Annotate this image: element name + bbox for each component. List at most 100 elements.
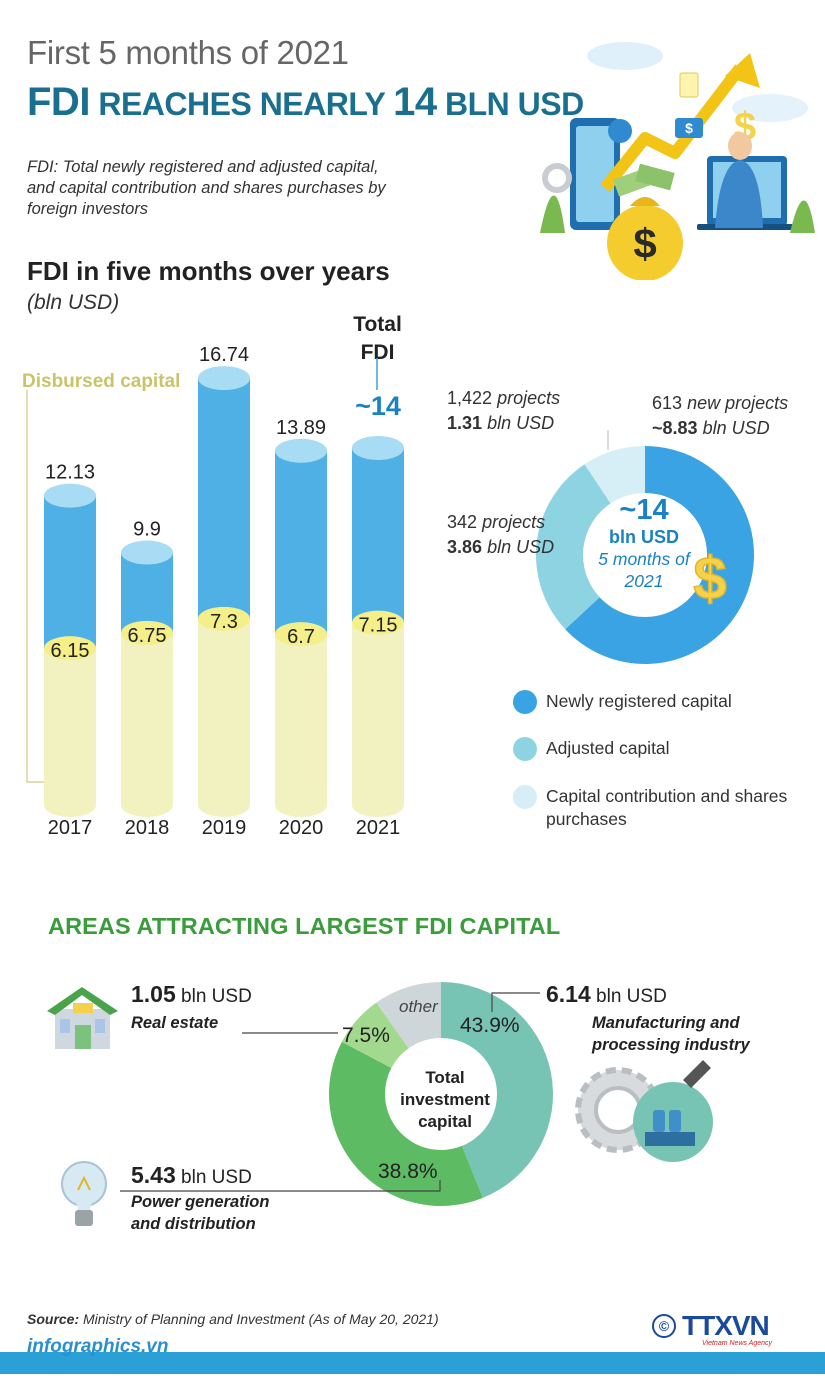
- footer-site-link[interactable]: infographics.vn: [27, 1336, 169, 1357]
- page-subtitle: First 5 months of 2021: [27, 34, 349, 71]
- legend-item-new-capital: Newly registered capital: [513, 690, 804, 716]
- total-fdi-bar-top: [352, 436, 404, 460]
- disbursed-bar: [275, 634, 327, 805]
- adjusted-annotation: 342 projects 3.86 bln USD: [447, 510, 554, 560]
- total-fdi-value-label: 9.9: [133, 519, 161, 541]
- disbursed-bar-top: [275, 622, 327, 647]
- total-fdi-label: Total FDI: [353, 313, 402, 364]
- adjusted-amount: 3.86: [447, 537, 483, 557]
- donut-slice-real-estate: [341, 1002, 409, 1068]
- leader-lines: [120, 992, 540, 1192]
- page-title: FDI REACHES NEARLY 14 BLN USD: [27, 80, 584, 125]
- dollar-coin-icon: $: [693, 544, 728, 609]
- cloud-icon: [587, 42, 663, 70]
- donut-slice-manufacturing: [441, 982, 553, 1198]
- year-tick-label: 2020: [279, 817, 324, 839]
- contribution-unit: bln USD: [487, 413, 555, 433]
- capital-breakdown-donut: [536, 430, 754, 664]
- document-icon: [679, 72, 699, 98]
- contribution-projects: 1,422: [447, 388, 493, 408]
- new-projects-count: 613: [652, 393, 683, 413]
- fdi-definition: FDI: Total newly registered and adjusted…: [27, 158, 386, 218]
- logo-subtext: Vietnam News Agency: [702, 1340, 773, 1347]
- areas-donut: [329, 982, 553, 1206]
- banknote-icon: [635, 163, 675, 191]
- total-fdi-bar-top: [44, 483, 96, 508]
- logo-text: TTXVN: [682, 1310, 770, 1341]
- adjusted-unit: bln USD: [487, 537, 555, 557]
- bar-chart-title: FDI in five months over years: [27, 256, 390, 286]
- disbursed-bar: [121, 632, 173, 805]
- real-estate-pct: 7.5%: [342, 1024, 390, 1047]
- investment-illustration: $ $ $: [540, 42, 815, 280]
- real-estate-unit: bln USD: [181, 986, 252, 1007]
- disbursed-bar: [44, 648, 96, 805]
- ttxvn-logo: © TTXVN Vietnam News Agency: [652, 1310, 792, 1350]
- donut1-center-value: ~14: [619, 494, 669, 526]
- svg-text:$: $: [693, 545, 726, 609]
- donut-slice-other: [376, 982, 441, 1049]
- donut-slice-contribution: [584, 446, 645, 504]
- disbursed-bar-top: [352, 610, 404, 635]
- adjusted-projects: 342: [447, 512, 478, 532]
- bar-group-2021: 7.15 2021: [352, 436, 404, 839]
- disbursed-bracket: [26, 390, 45, 783]
- disbursed-value-label: 6.15: [51, 640, 90, 662]
- bar-group-2019: 7.3 16.74 2019: [198, 344, 250, 839]
- new-capital-unit: bln USD: [702, 418, 770, 438]
- areas-title: AREAS ATTRACTING LARGEST FDI CAPITAL: [48, 913, 561, 939]
- legend-label: Newly registered capital: [546, 691, 732, 711]
- contribution-annotation: 1,422 projects 1.31 bln USD: [447, 386, 560, 436]
- other-label: other: [399, 997, 438, 1016]
- total-fdi-bar-top: [121, 540, 173, 565]
- new-projects-word: new projects: [687, 393, 789, 413]
- footer-bar: [0, 1352, 825, 1374]
- plant-icon: [790, 200, 815, 233]
- disbursed-value-label: 6.75: [128, 625, 167, 647]
- gear-icon: [542, 163, 572, 193]
- bar-chart-unit: (bln USD): [27, 291, 120, 314]
- disbursed-capital-label: Disbursed capital: [22, 371, 181, 392]
- contribution-amount: 1.31: [447, 413, 483, 433]
- person-icon: [728, 132, 752, 160]
- source-label: Source:: [27, 1311, 80, 1327]
- total-fdi-value-label: 13.89: [276, 417, 326, 439]
- manufacturing-pct: 43.9%: [460, 1014, 520, 1037]
- total-fdi-bar-top: [198, 366, 250, 391]
- manufacturing-value: 6.14 bln USD: [546, 981, 667, 1008]
- copyright-icon: ©: [652, 1314, 676, 1338]
- legend-swatch: [513, 785, 537, 809]
- total-fdi-value-label: 16.74: [199, 344, 249, 366]
- manufacturing-amount: 6.14: [546, 981, 591, 1007]
- donut1-center-unit: bln USD: [609, 527, 679, 547]
- power-unit: bln USD: [181, 1167, 252, 1188]
- donut1-center-period: 5 months of 2021: [598, 549, 690, 591]
- title-part-2: BLN USD: [436, 86, 584, 122]
- svg-text:$: $: [633, 220, 656, 267]
- donut-slice-power: [329, 1041, 483, 1206]
- light-bulb-icon: [61, 1161, 107, 1226]
- disbursed-value-label: 7.15: [359, 615, 398, 637]
- source-text: Ministry of Planning and Investment (As …: [83, 1311, 439, 1327]
- disbursed-value-label: 7.3: [210, 611, 238, 633]
- donut-slice-adjusted: [536, 464, 611, 630]
- bar-chart: 6.15 12.13 2017 6.75 9.9 2018 7.3 16.74 2019 6.7 1…: [26, 344, 404, 839]
- bar-group-2017: 6.15 12.13 2017: [44, 462, 96, 839]
- manufacturing-name: Manufacturing and processing industry: [592, 1014, 750, 1054]
- power-leader: [120, 1180, 441, 1192]
- disbursed-bar-top: [198, 606, 250, 631]
- real-estate-name: Real estate: [131, 1014, 219, 1032]
- legend-item-contribution: Capital contribution and shares purchase…: [513, 785, 804, 833]
- house-icon: [47, 987, 118, 1049]
- donut1-center: ~14 bln USD 5 months of 2021: [570, 494, 718, 592]
- title-number: 14: [393, 80, 437, 124]
- title-part-1: REACHES NEARLY: [89, 86, 394, 122]
- manufacturing-unit: bln USD: [596, 986, 667, 1007]
- donut-slice-new-capital: [565, 446, 754, 664]
- year-tick-label: 2021: [356, 817, 401, 839]
- disbursed-bar: [198, 618, 250, 805]
- disbursed-bar-top: [121, 620, 173, 645]
- dollar-bill-icon: [675, 118, 703, 138]
- factory-gear-icon: [575, 1060, 713, 1162]
- wrench-icon: [683, 1060, 711, 1088]
